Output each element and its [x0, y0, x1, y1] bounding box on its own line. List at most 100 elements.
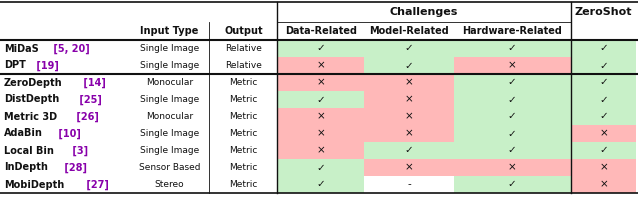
Text: ✓: ✓	[316, 162, 325, 172]
Text: ZeroDepth: ZeroDepth	[4, 77, 63, 88]
Bar	[2, 159, 130, 176]
Bar	[209, 176, 277, 193]
Text: MobiDepth: MobiDepth	[4, 180, 64, 190]
Text: [10]: [10]	[55, 128, 81, 139]
Bar	[454, 57, 570, 74]
Text: ✓: ✓	[508, 95, 516, 104]
Text: ×: ×	[508, 60, 516, 71]
Bar	[2, 142, 130, 159]
Text: ×: ×	[404, 77, 413, 88]
Bar	[130, 125, 209, 142]
Text: ×: ×	[316, 146, 325, 156]
Bar	[570, 74, 636, 91]
Bar	[130, 108, 209, 125]
Bar	[364, 40, 454, 57]
Bar	[130, 159, 209, 176]
Bar	[2, 40, 130, 57]
Text: ×: ×	[316, 112, 325, 121]
Text: [14]: [14]	[81, 77, 106, 88]
Bar	[2, 108, 130, 125]
Text: ×: ×	[599, 162, 608, 172]
Bar	[130, 142, 209, 159]
Text: Monocular: Monocular	[146, 112, 193, 121]
Text: [26]: [26]	[74, 111, 99, 122]
Text: DPT: DPT	[4, 60, 26, 71]
Bar	[277, 159, 364, 176]
Bar	[570, 159, 636, 176]
Bar	[454, 91, 570, 108]
Text: Metric 3D: Metric 3D	[4, 112, 57, 121]
Bar	[209, 74, 277, 91]
Bar	[364, 91, 454, 108]
Text: ✓: ✓	[508, 77, 516, 88]
Bar	[454, 142, 570, 159]
Text: Metric: Metric	[229, 112, 257, 121]
Bar	[209, 91, 277, 108]
Bar	[570, 57, 636, 74]
Bar	[130, 91, 209, 108]
Text: Input Type: Input Type	[140, 26, 199, 36]
Text: ✓: ✓	[508, 146, 516, 156]
Bar	[277, 176, 364, 193]
Text: Output: Output	[224, 26, 262, 36]
Bar	[277, 91, 364, 108]
Bar	[364, 108, 454, 125]
Bar	[364, 74, 454, 91]
Bar	[454, 74, 570, 91]
Bar	[209, 108, 277, 125]
Text: Relative: Relative	[225, 61, 262, 70]
Text: Single Image: Single Image	[140, 61, 199, 70]
Text: Stereo: Stereo	[155, 180, 184, 189]
Bar	[209, 159, 277, 176]
Bar	[209, 142, 277, 159]
Bar	[130, 176, 209, 193]
Bar	[364, 176, 454, 193]
Text: Data-Related: Data-Related	[285, 26, 356, 36]
Text: ✓: ✓	[599, 95, 608, 104]
Bar	[277, 74, 364, 91]
Text: ×: ×	[599, 129, 608, 138]
Text: Single Image: Single Image	[140, 129, 199, 138]
Bar	[364, 159, 454, 176]
Bar	[277, 142, 364, 159]
Text: ×: ×	[316, 60, 325, 71]
Text: Metric: Metric	[229, 78, 257, 87]
Bar	[364, 142, 454, 159]
Bar	[570, 108, 636, 125]
Text: ×: ×	[316, 77, 325, 88]
Bar	[454, 125, 570, 142]
Text: Sensor Based: Sensor Based	[139, 163, 200, 172]
Bar	[277, 108, 364, 125]
Text: ✓: ✓	[404, 60, 413, 71]
Text: InDepth: InDepth	[4, 162, 48, 172]
Text: ✓: ✓	[316, 95, 325, 104]
Text: ×: ×	[404, 129, 413, 138]
Text: ✓: ✓	[508, 44, 516, 53]
Bar	[2, 91, 130, 108]
Text: ✓: ✓	[508, 180, 516, 190]
Bar	[570, 142, 636, 159]
Bar	[209, 57, 277, 74]
Text: Model-Related: Model-Related	[369, 26, 449, 36]
Text: -: -	[407, 180, 411, 190]
Bar	[570, 176, 636, 193]
Text: Metric: Metric	[229, 180, 257, 189]
Bar	[570, 40, 636, 57]
Text: ×: ×	[508, 162, 516, 172]
Text: [3]: [3]	[69, 145, 88, 156]
Bar	[277, 125, 364, 142]
Text: Metric: Metric	[229, 129, 257, 138]
Text: ✓: ✓	[508, 129, 516, 138]
Text: ✓: ✓	[599, 60, 608, 71]
Text: ✓: ✓	[404, 44, 413, 53]
Bar	[130, 40, 209, 57]
Text: Metric: Metric	[229, 146, 257, 155]
Text: AdaBin: AdaBin	[4, 129, 43, 138]
Text: [5, 20]: [5, 20]	[50, 43, 90, 54]
Bar	[277, 40, 364, 57]
Text: Single Image: Single Image	[140, 95, 199, 104]
Bar	[209, 125, 277, 142]
Bar	[277, 57, 364, 74]
Text: Challenges: Challenges	[390, 7, 458, 17]
Text: Local Bin: Local Bin	[4, 146, 54, 156]
